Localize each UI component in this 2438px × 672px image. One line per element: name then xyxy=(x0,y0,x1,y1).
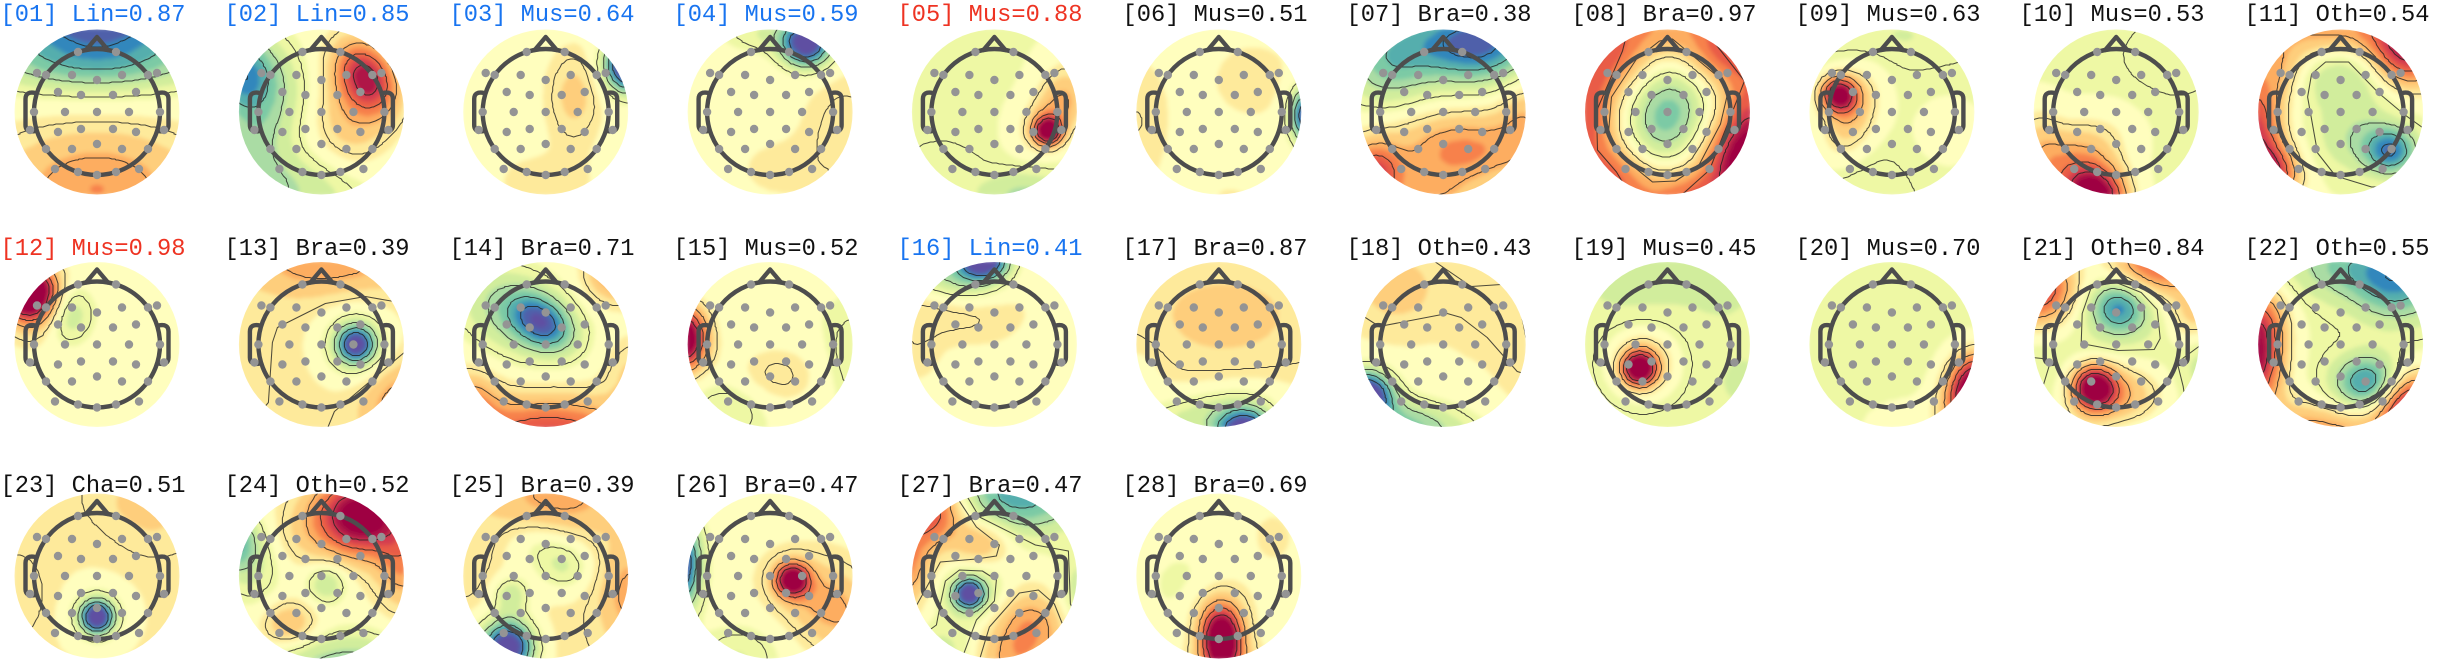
svg-text:[22] Oth=0.55: [22] Oth=0.55 xyxy=(2245,236,2430,263)
svg-text:[08] Bra=0.97: [08] Bra=0.97 xyxy=(1572,2,1757,29)
svg-text:[24] Oth=0.52: [24] Oth=0.52 xyxy=(225,473,410,500)
svg-text:[26] Bra=0.47: [26] Bra=0.47 xyxy=(674,473,859,500)
svg-text:[21] Oth=0.84: [21] Oth=0.84 xyxy=(2020,236,2205,263)
svg-text:[17] Bra=0.87: [17] Bra=0.87 xyxy=(1123,236,1308,263)
svg-text:[16] Lin=0.41: [16] Lin=0.41 xyxy=(898,236,1083,263)
svg-text:[23] Cha=0.51: [23] Cha=0.51 xyxy=(1,473,186,500)
svg-text:[28] Bra=0.69: [28] Bra=0.69 xyxy=(1123,473,1308,500)
svg-text:[20] Mus=0.70: [20] Mus=0.70 xyxy=(1796,236,1981,263)
svg-text:[10] Mus=0.53: [10] Mus=0.53 xyxy=(2020,2,2205,29)
svg-text:[27] Bra=0.47: [27] Bra=0.47 xyxy=(898,473,1083,500)
svg-text:[13] Bra=0.39: [13] Bra=0.39 xyxy=(225,236,410,263)
svg-text:[19] Mus=0.45: [19] Mus=0.45 xyxy=(1572,236,1757,263)
svg-text:[15] Mus=0.52: [15] Mus=0.52 xyxy=(674,236,859,263)
svg-text:[18] Oth=0.43: [18] Oth=0.43 xyxy=(1347,236,1532,263)
svg-text:[06] Mus=0.51: [06] Mus=0.51 xyxy=(1123,2,1308,29)
svg-text:[25] Bra=0.39: [25] Bra=0.39 xyxy=(450,473,635,500)
svg-text:[11] Oth=0.54: [11] Oth=0.54 xyxy=(2245,2,2430,29)
svg-text:[14] Bra=0.71: [14] Bra=0.71 xyxy=(450,236,635,263)
svg-text:[02] Lin=0.85: [02] Lin=0.85 xyxy=(225,2,410,29)
svg-text:[03] Mus=0.64: [03] Mus=0.64 xyxy=(450,2,635,29)
svg-text:[04] Mus=0.59: [04] Mus=0.59 xyxy=(674,2,859,29)
svg-text:[07] Bra=0.38: [07] Bra=0.38 xyxy=(1347,2,1532,29)
svg-text:[01] Lin=0.87: [01] Lin=0.87 xyxy=(1,2,186,29)
svg-text:[09] Mus=0.63: [09] Mus=0.63 xyxy=(1796,2,1981,29)
svg-text:[12] Mus=0.98: [12] Mus=0.98 xyxy=(1,236,186,263)
svg-text:[05] Mus=0.88: [05] Mus=0.88 xyxy=(898,2,1083,29)
